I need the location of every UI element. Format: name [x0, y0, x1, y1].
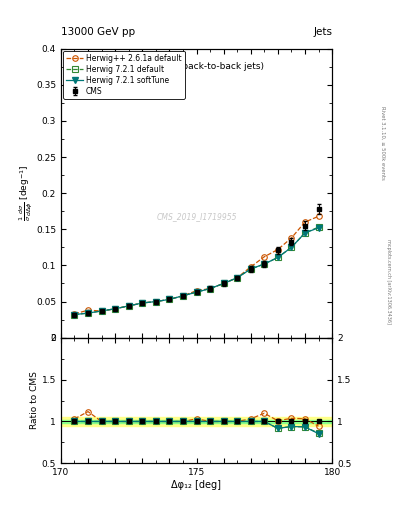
Herwig 7.2.1 default	[248, 266, 253, 272]
Text: Rivet 3.1.10, ≥ 500k events: Rivet 3.1.10, ≥ 500k events	[381, 106, 386, 180]
Herwig++ 2.6.1a default	[86, 307, 90, 313]
Text: mcplots.cern.ch [arXiv:1306.3436]: mcplots.cern.ch [arXiv:1306.3436]	[386, 239, 391, 324]
Herwig 7.2.1 softTune	[113, 306, 118, 312]
Bar	[61, 417, 332, 425]
Herwig 7.2.1 softTune	[289, 244, 294, 250]
Herwig 7.2.1 softTune	[221, 281, 226, 287]
Herwig++ 2.6.1a default	[289, 235, 294, 241]
Herwig 7.2.1 softTune	[248, 266, 253, 272]
Line: Herwig 7.2.1 default: Herwig 7.2.1 default	[72, 224, 321, 317]
Herwig++ 2.6.1a default	[180, 293, 185, 299]
Herwig 7.2.1 default	[153, 298, 158, 305]
Herwig 7.2.1 softTune	[303, 230, 307, 236]
Herwig 7.2.1 default	[99, 308, 104, 314]
Herwig 7.2.1 default	[303, 230, 307, 236]
Herwig 7.2.1 softTune	[86, 310, 90, 316]
Herwig 7.2.1 default	[86, 310, 90, 316]
Herwig 7.2.1 default	[262, 261, 267, 267]
Herwig++ 2.6.1a default	[127, 303, 131, 309]
Herwig 7.2.1 default	[316, 224, 321, 230]
Herwig 7.2.1 default	[221, 281, 226, 287]
Line: Herwig++ 2.6.1a default: Herwig++ 2.6.1a default	[72, 214, 321, 316]
Herwig++ 2.6.1a default	[208, 286, 213, 292]
Herwig 7.2.1 softTune	[208, 286, 213, 292]
Herwig 7.2.1 default	[127, 303, 131, 309]
Bar	[61, 420, 332, 423]
Herwig 7.2.1 default	[113, 306, 118, 312]
Herwig++ 2.6.1a default	[167, 296, 172, 303]
Legend: Herwig++ 2.6.1a default, Herwig 7.2.1 default, Herwig 7.2.1 softTune, CMS: Herwig++ 2.6.1a default, Herwig 7.2.1 de…	[63, 51, 185, 99]
Herwig++ 2.6.1a default	[275, 246, 280, 252]
Y-axis label: $\frac{1}{\sigma}\frac{d\sigma}{d\Delta\phi}$ [deg$^{-1}$]: $\frac{1}{\sigma}\frac{d\sigma}{d\Delta\…	[17, 165, 35, 221]
Herwig 7.2.1 default	[235, 274, 240, 281]
Text: Jets: Jets	[313, 27, 332, 37]
Herwig 7.2.1 softTune	[180, 293, 185, 299]
Herwig++ 2.6.1a default	[235, 274, 240, 281]
Herwig 7.2.1 default	[275, 254, 280, 261]
Herwig 7.2.1 softTune	[262, 261, 267, 267]
Herwig++ 2.6.1a default	[262, 253, 267, 260]
Text: CMS_2019_I1719955: CMS_2019_I1719955	[156, 212, 237, 221]
Herwig++ 2.6.1a default	[248, 264, 253, 270]
Herwig++ 2.6.1a default	[99, 308, 104, 314]
Herwig++ 2.6.1a default	[72, 311, 77, 317]
Herwig++ 2.6.1a default	[316, 213, 321, 219]
Herwig 7.2.1 softTune	[194, 289, 199, 295]
Herwig 7.2.1 softTune	[72, 311, 77, 317]
Herwig++ 2.6.1a default	[303, 219, 307, 225]
Herwig++ 2.6.1a default	[194, 288, 199, 294]
Herwig 7.2.1 default	[140, 300, 145, 306]
Herwig 7.2.1 softTune	[140, 300, 145, 306]
Herwig 7.2.1 softTune	[127, 303, 131, 309]
Herwig 7.2.1 softTune	[167, 296, 172, 303]
Herwig 7.2.1 softTune	[235, 274, 240, 281]
Text: 13000 GeV pp: 13000 GeV pp	[61, 27, 135, 37]
Herwig 7.2.1 default	[180, 293, 185, 299]
Herwig 7.2.1 softTune	[99, 308, 104, 314]
Herwig 7.2.1 softTune	[153, 298, 158, 305]
Herwig++ 2.6.1a default	[113, 306, 118, 312]
Herwig 7.2.1 default	[194, 289, 199, 295]
Herwig++ 2.6.1a default	[140, 300, 145, 306]
X-axis label: Δφ₁₂ [deg]: Δφ₁₂ [deg]	[171, 480, 222, 490]
Line: Herwig 7.2.1 softTune: Herwig 7.2.1 softTune	[72, 225, 321, 317]
Herwig 7.2.1 default	[289, 244, 294, 250]
Herwig++ 2.6.1a default	[221, 281, 226, 287]
Y-axis label: Ratio to CMS: Ratio to CMS	[30, 372, 39, 430]
Herwig 7.2.1 default	[208, 286, 213, 292]
Text: Δφ(jj) (CMS back-to-back jets): Δφ(jj) (CMS back-to-back jets)	[129, 61, 264, 71]
Herwig 7.2.1 softTune	[275, 254, 280, 261]
Herwig 7.2.1 default	[167, 296, 172, 303]
Herwig++ 2.6.1a default	[153, 298, 158, 305]
Herwig 7.2.1 softTune	[316, 225, 321, 231]
Herwig 7.2.1 default	[72, 311, 77, 317]
